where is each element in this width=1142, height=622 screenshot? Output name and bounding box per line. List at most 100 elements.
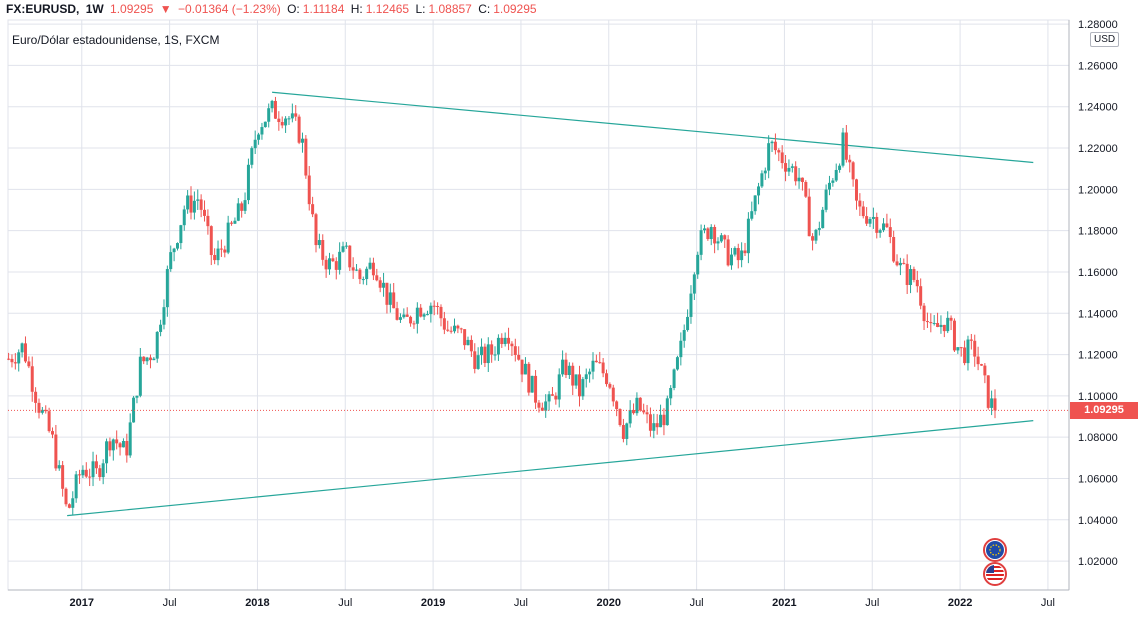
candle-body [986, 375, 990, 408]
candle-body [182, 209, 186, 226]
candle-body [645, 412, 649, 415]
candle-body [236, 203, 240, 221]
candle-body [476, 355, 480, 369]
candle-body [652, 423, 656, 431]
candle-body [148, 357, 152, 361]
candle-body [405, 314, 409, 317]
candle-body [760, 173, 764, 187]
candle-body [47, 411, 51, 432]
candle-body [574, 374, 578, 386]
candle-body [10, 358, 14, 363]
trendline [67, 420, 1034, 517]
candle-body [355, 269, 359, 271]
candle-body [598, 362, 602, 364]
candle-body [273, 100, 277, 119]
candle-body [669, 387, 673, 399]
candle-body [456, 325, 460, 329]
candle-body [733, 248, 737, 255]
candle-body [946, 317, 950, 332]
y-tick-label: 1.02000 [1078, 556, 1118, 568]
candle-body [226, 222, 230, 253]
interval[interactable]: 1W [85, 2, 104, 16]
candle-body [794, 166, 798, 182]
trendlines[interactable] [67, 91, 1034, 517]
us-flag-icon[interactable] [983, 562, 1007, 586]
candle-body [115, 439, 119, 444]
candle-body [567, 365, 571, 376]
candle-body [402, 314, 406, 318]
candle-body [480, 346, 484, 356]
candle-body [581, 379, 585, 397]
candle-body [963, 347, 967, 364]
candle-body [871, 216, 875, 219]
candle-body [821, 209, 825, 229]
candle-body [192, 200, 196, 213]
candle-body [861, 206, 865, 217]
candle-body [71, 498, 75, 508]
candle-body [304, 138, 308, 176]
candle-body [351, 267, 355, 271]
y-tick-label: 1.28000 [1078, 19, 1118, 31]
x-tick-label: Jul [338, 597, 352, 609]
candle-body [67, 504, 71, 508]
high-value: 1.12465 [365, 2, 410, 16]
y-tick-label: 1.20000 [1078, 184, 1118, 196]
candle-body [638, 397, 642, 411]
candle-body [777, 150, 781, 153]
symbol-name[interactable]: FX:EURUSD, [6, 2, 80, 16]
candle-body [500, 337, 504, 345]
x-tick-label: 2018 [245, 597, 269, 609]
candle-body [179, 225, 183, 244]
candle-body [378, 280, 382, 288]
candle-body [223, 249, 227, 253]
candle-body [118, 443, 122, 448]
candle-body [388, 292, 392, 305]
candle-body [621, 425, 625, 439]
candle-body [665, 398, 669, 426]
candle-body [513, 346, 517, 355]
candle-body [398, 317, 402, 320]
candle-body [811, 236, 815, 241]
candle-body [30, 366, 34, 392]
candle-body [709, 226, 713, 240]
candle-body [895, 261, 899, 266]
eu-flag-icon[interactable] [983, 538, 1007, 562]
candle-body [91, 461, 95, 478]
open-value: 1.11184 [302, 2, 345, 16]
currency-badge[interactable]: USD [1090, 32, 1120, 47]
candle-body [128, 422, 132, 456]
candle-body [925, 321, 929, 323]
candle-body [831, 180, 835, 183]
x-tick-label: Jul [690, 597, 704, 609]
candle-body [716, 241, 720, 244]
candle-body [767, 143, 771, 171]
candle-body [260, 127, 264, 135]
candle-body [81, 469, 85, 476]
candle-body [442, 318, 446, 330]
y-tick-label: 1.18000 [1078, 226, 1118, 238]
candle-body [564, 359, 568, 376]
candle-body [287, 118, 291, 120]
candle-body [875, 216, 879, 233]
candle-body [814, 229, 818, 241]
candle-body [324, 259, 328, 270]
candle-body [726, 239, 730, 266]
candle-body [865, 216, 869, 224]
candle-body [206, 215, 210, 227]
change-value: −0.01364 (−1.23%) [178, 2, 281, 16]
candle-body [213, 255, 217, 261]
candle-body [101, 463, 105, 478]
candle-body [246, 164, 250, 201]
candle-body [375, 275, 379, 281]
candle-body [294, 113, 298, 117]
candle-body [743, 250, 747, 254]
candle-body [493, 354, 497, 356]
candle-body [415, 307, 419, 324]
candle-body [297, 116, 301, 143]
candle-body [446, 329, 450, 331]
x-tick-label: Jul [1041, 597, 1055, 609]
candle-body [189, 195, 193, 213]
candle-body [469, 339, 473, 352]
